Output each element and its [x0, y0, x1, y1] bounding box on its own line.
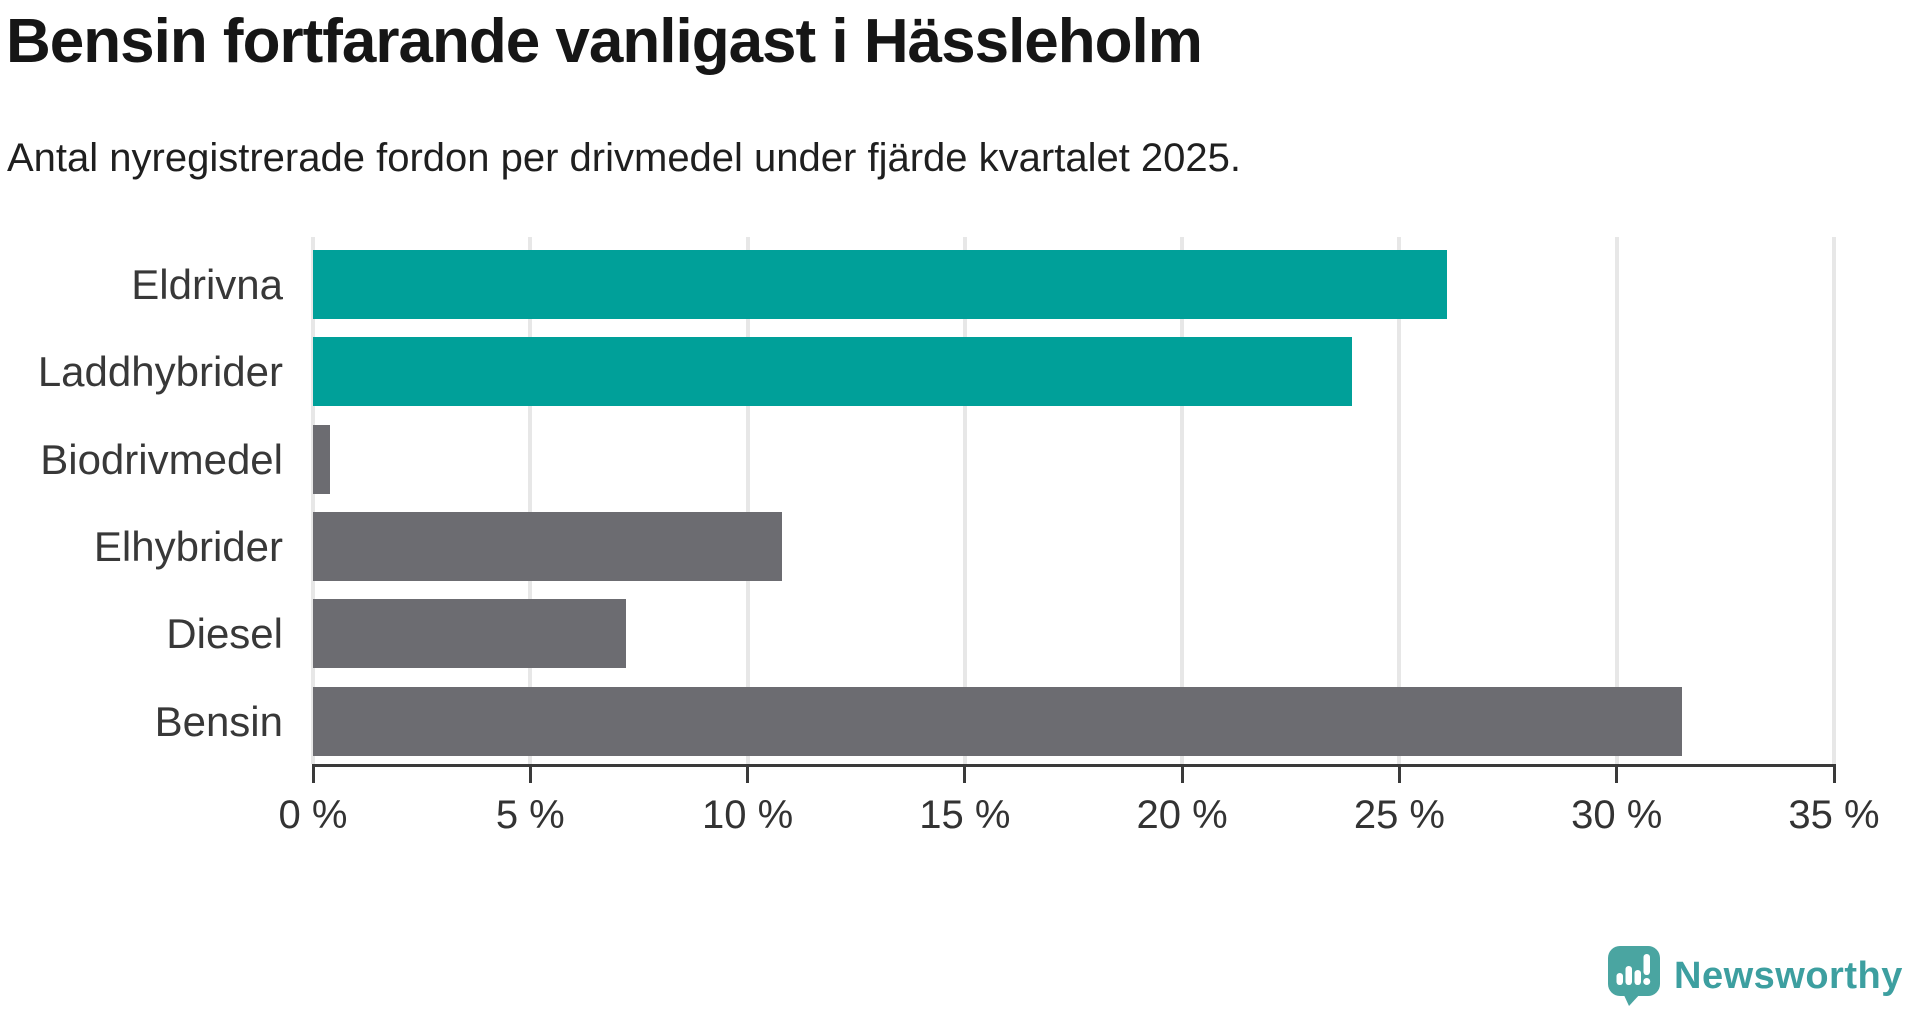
gridline	[1614, 237, 1619, 764]
gridline	[962, 237, 967, 764]
chart-title: Bensin fortfarande vanligast i Hässlehol…	[6, 7, 1203, 76]
bar-bensin	[313, 686, 1682, 756]
x-axis-tick	[311, 764, 315, 783]
x-axis-tick	[746, 764, 750, 783]
x-axis-tick-label: 30 %	[1571, 793, 1663, 837]
x-axis-tick-label: 0 %	[278, 793, 348, 837]
x-axis-tick-label: 5 %	[495, 793, 565, 837]
x-axis-tick-label: 25 %	[1353, 793, 1445, 837]
gridline	[528, 237, 533, 764]
gridline	[745, 237, 750, 764]
x-axis-tick	[1397, 764, 1401, 783]
bar-biodrivmedel	[313, 424, 331, 494]
bar-diesel	[313, 599, 626, 669]
x-axis-tick	[528, 764, 532, 783]
x-axis-tick	[1615, 764, 1619, 783]
x-axis-tick	[1180, 764, 1184, 783]
category-label: Diesel	[166, 610, 283, 658]
bar-eldrivna	[313, 250, 1448, 319]
category-label: Eldrivna	[131, 261, 283, 308]
bar-laddhybrider	[313, 337, 1352, 407]
gridline	[1832, 237, 1836, 764]
newsworthy-bubble-chart-icon	[1608, 946, 1660, 1006]
category-label: Biodrivmedel	[40, 435, 283, 483]
x-axis-tick	[963, 764, 967, 783]
x-axis-line	[313, 764, 1836, 767]
gridline	[1397, 237, 1402, 764]
category-label: Elhybrider	[93, 522, 283, 570]
category-label: Laddhybrider	[37, 348, 283, 396]
newsworthy-logo: Newsworthy	[1608, 946, 1903, 1006]
x-axis-tick	[1832, 764, 1836, 783]
gridline	[311, 237, 315, 764]
x-axis-tick-label: 10 %	[701, 793, 794, 837]
newsworthy-wordmark: Newsworthy	[1674, 954, 1903, 997]
gridline	[1180, 237, 1185, 764]
bar-elhybrider	[313, 511, 783, 581]
x-axis-tick-label: 20 %	[1136, 793, 1228, 837]
x-axis-tick-label: 35 %	[1788, 793, 1880, 837]
category-label: Bensin	[154, 697, 283, 745]
chart-subtitle: Antal nyregistrerade fordon per drivmede…	[7, 136, 1242, 180]
x-axis-tick-label: 15 %	[919, 793, 1011, 837]
